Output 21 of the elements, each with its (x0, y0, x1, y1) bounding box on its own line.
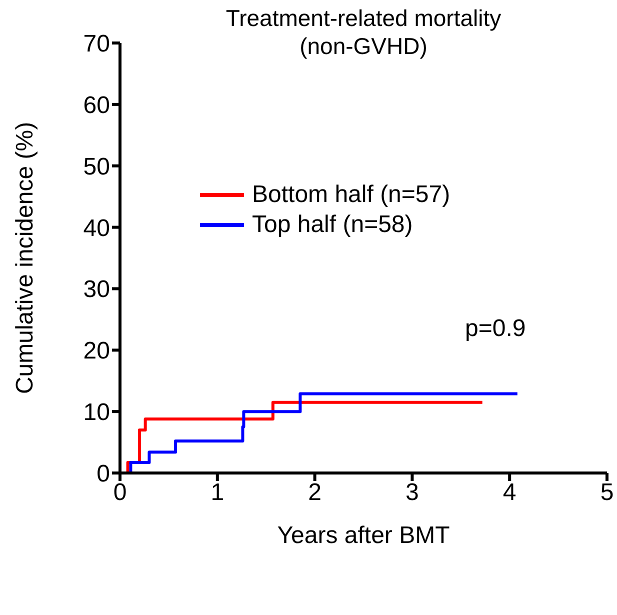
y-tick-label: 70 (83, 30, 110, 58)
chart-title: Treatment-related mortality (224, 4, 502, 32)
y-tick-label: 10 (83, 399, 110, 426)
x-tick-label: 0 (113, 479, 127, 506)
y-tick-label: 0 (96, 460, 110, 488)
y-tick-label: 60 (83, 92, 110, 119)
y-tick-label: 30 (83, 276, 110, 304)
legend-label: Top half (n=58) (252, 210, 413, 240)
y-tick-label: 40 (83, 214, 110, 242)
x-tick-label: 5 (600, 479, 614, 506)
legend-label: Bottom half (n=57) (252, 180, 450, 210)
chart-subtitle: (non-GVHD) (298, 32, 428, 60)
y-tick-label: 50 (83, 153, 110, 180)
x-tick-label: 3 (406, 479, 419, 506)
y-axis-title: Cumulative incidence (%) (12, 122, 39, 394)
x-axis-title: Years after BMT (277, 522, 450, 549)
x-tick-label: 4 (502, 479, 516, 506)
annotation: p=0.9 (465, 315, 526, 343)
x-tick-label: 1 (210, 479, 224, 506)
y-tick-label: 20 (83, 338, 110, 365)
x-tick-label: 2 (308, 479, 322, 506)
